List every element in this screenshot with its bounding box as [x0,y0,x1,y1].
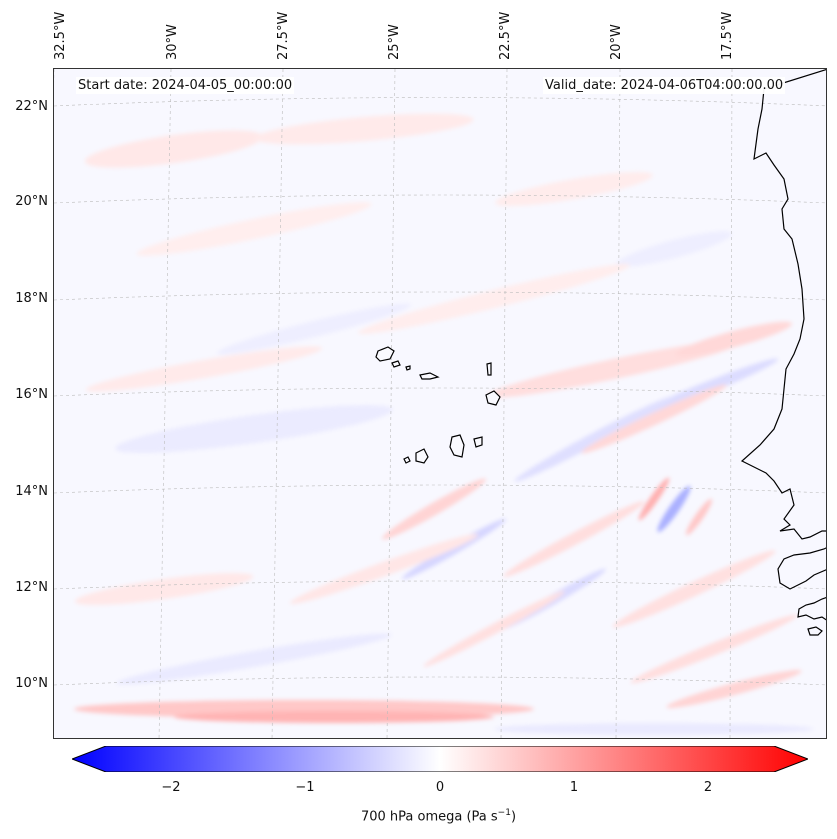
field-background [54,69,826,738]
island-santo-antao [375,346,395,362]
island-santa-luzia [405,365,411,371]
lon-label-17-5w: 17.5°W [720,11,735,60]
island-fogo [415,448,429,464]
colorbar-tick-0: 0 [435,780,445,795]
island-santiago [449,434,465,458]
colorbar-gradient [72,746,808,772]
lon-label-20w: 20°W [609,24,624,60]
lat-label-18n: 18°N [15,291,48,306]
valid-date-label: Valid_date: 2024-04-06T04:00:00.00 [543,77,786,94]
colorbar-tick-2: 2 [703,780,713,795]
lat-label-12n: 12°N [15,580,48,595]
west-africa-coastline [740,69,826,540]
lat-label-16n: 16°N [15,387,48,402]
lon-label-30w: 30°W [165,24,180,60]
map-gridlines [54,69,826,738]
colorbar-tick-1: 1 [569,780,579,795]
colorbar [72,746,808,772]
lat-label-14n: 14°N [15,484,48,499]
start-date-label: Start date: 2024-04-05_00:00:00 [76,77,295,94]
lon-label-25w: 25°W [387,24,402,60]
lon-label-22-5w: 22.5°W [498,11,513,60]
island-sao-vicente [391,360,401,368]
coast-bijagos [777,547,826,590]
colorbar-tick-neg1: −1 [295,780,315,795]
cape-verde-islands [375,346,501,464]
colorbar-tick-neg2: −2 [161,780,181,795]
island-boa-vista [485,390,501,406]
island-maio [473,436,483,448]
coast-islands-se [807,626,823,636]
island-sao-nicolau [419,372,440,380]
lon-label-27-5w: 27.5°W [276,11,291,60]
lat-label-20n: 20°N [15,194,48,209]
coast-guinea [797,597,826,621]
lon-label-32-5w: 32.5°W [53,11,68,60]
island-sal [486,362,492,376]
omega-field-map [54,69,826,738]
map-panel [53,68,827,739]
lat-label-22n: 22°N [15,99,48,114]
lat-label-10n: 10°N [15,676,48,691]
island-brava [403,456,411,464]
colorbar-label: 700 hPa omega (Pa s−1) [360,808,517,825]
